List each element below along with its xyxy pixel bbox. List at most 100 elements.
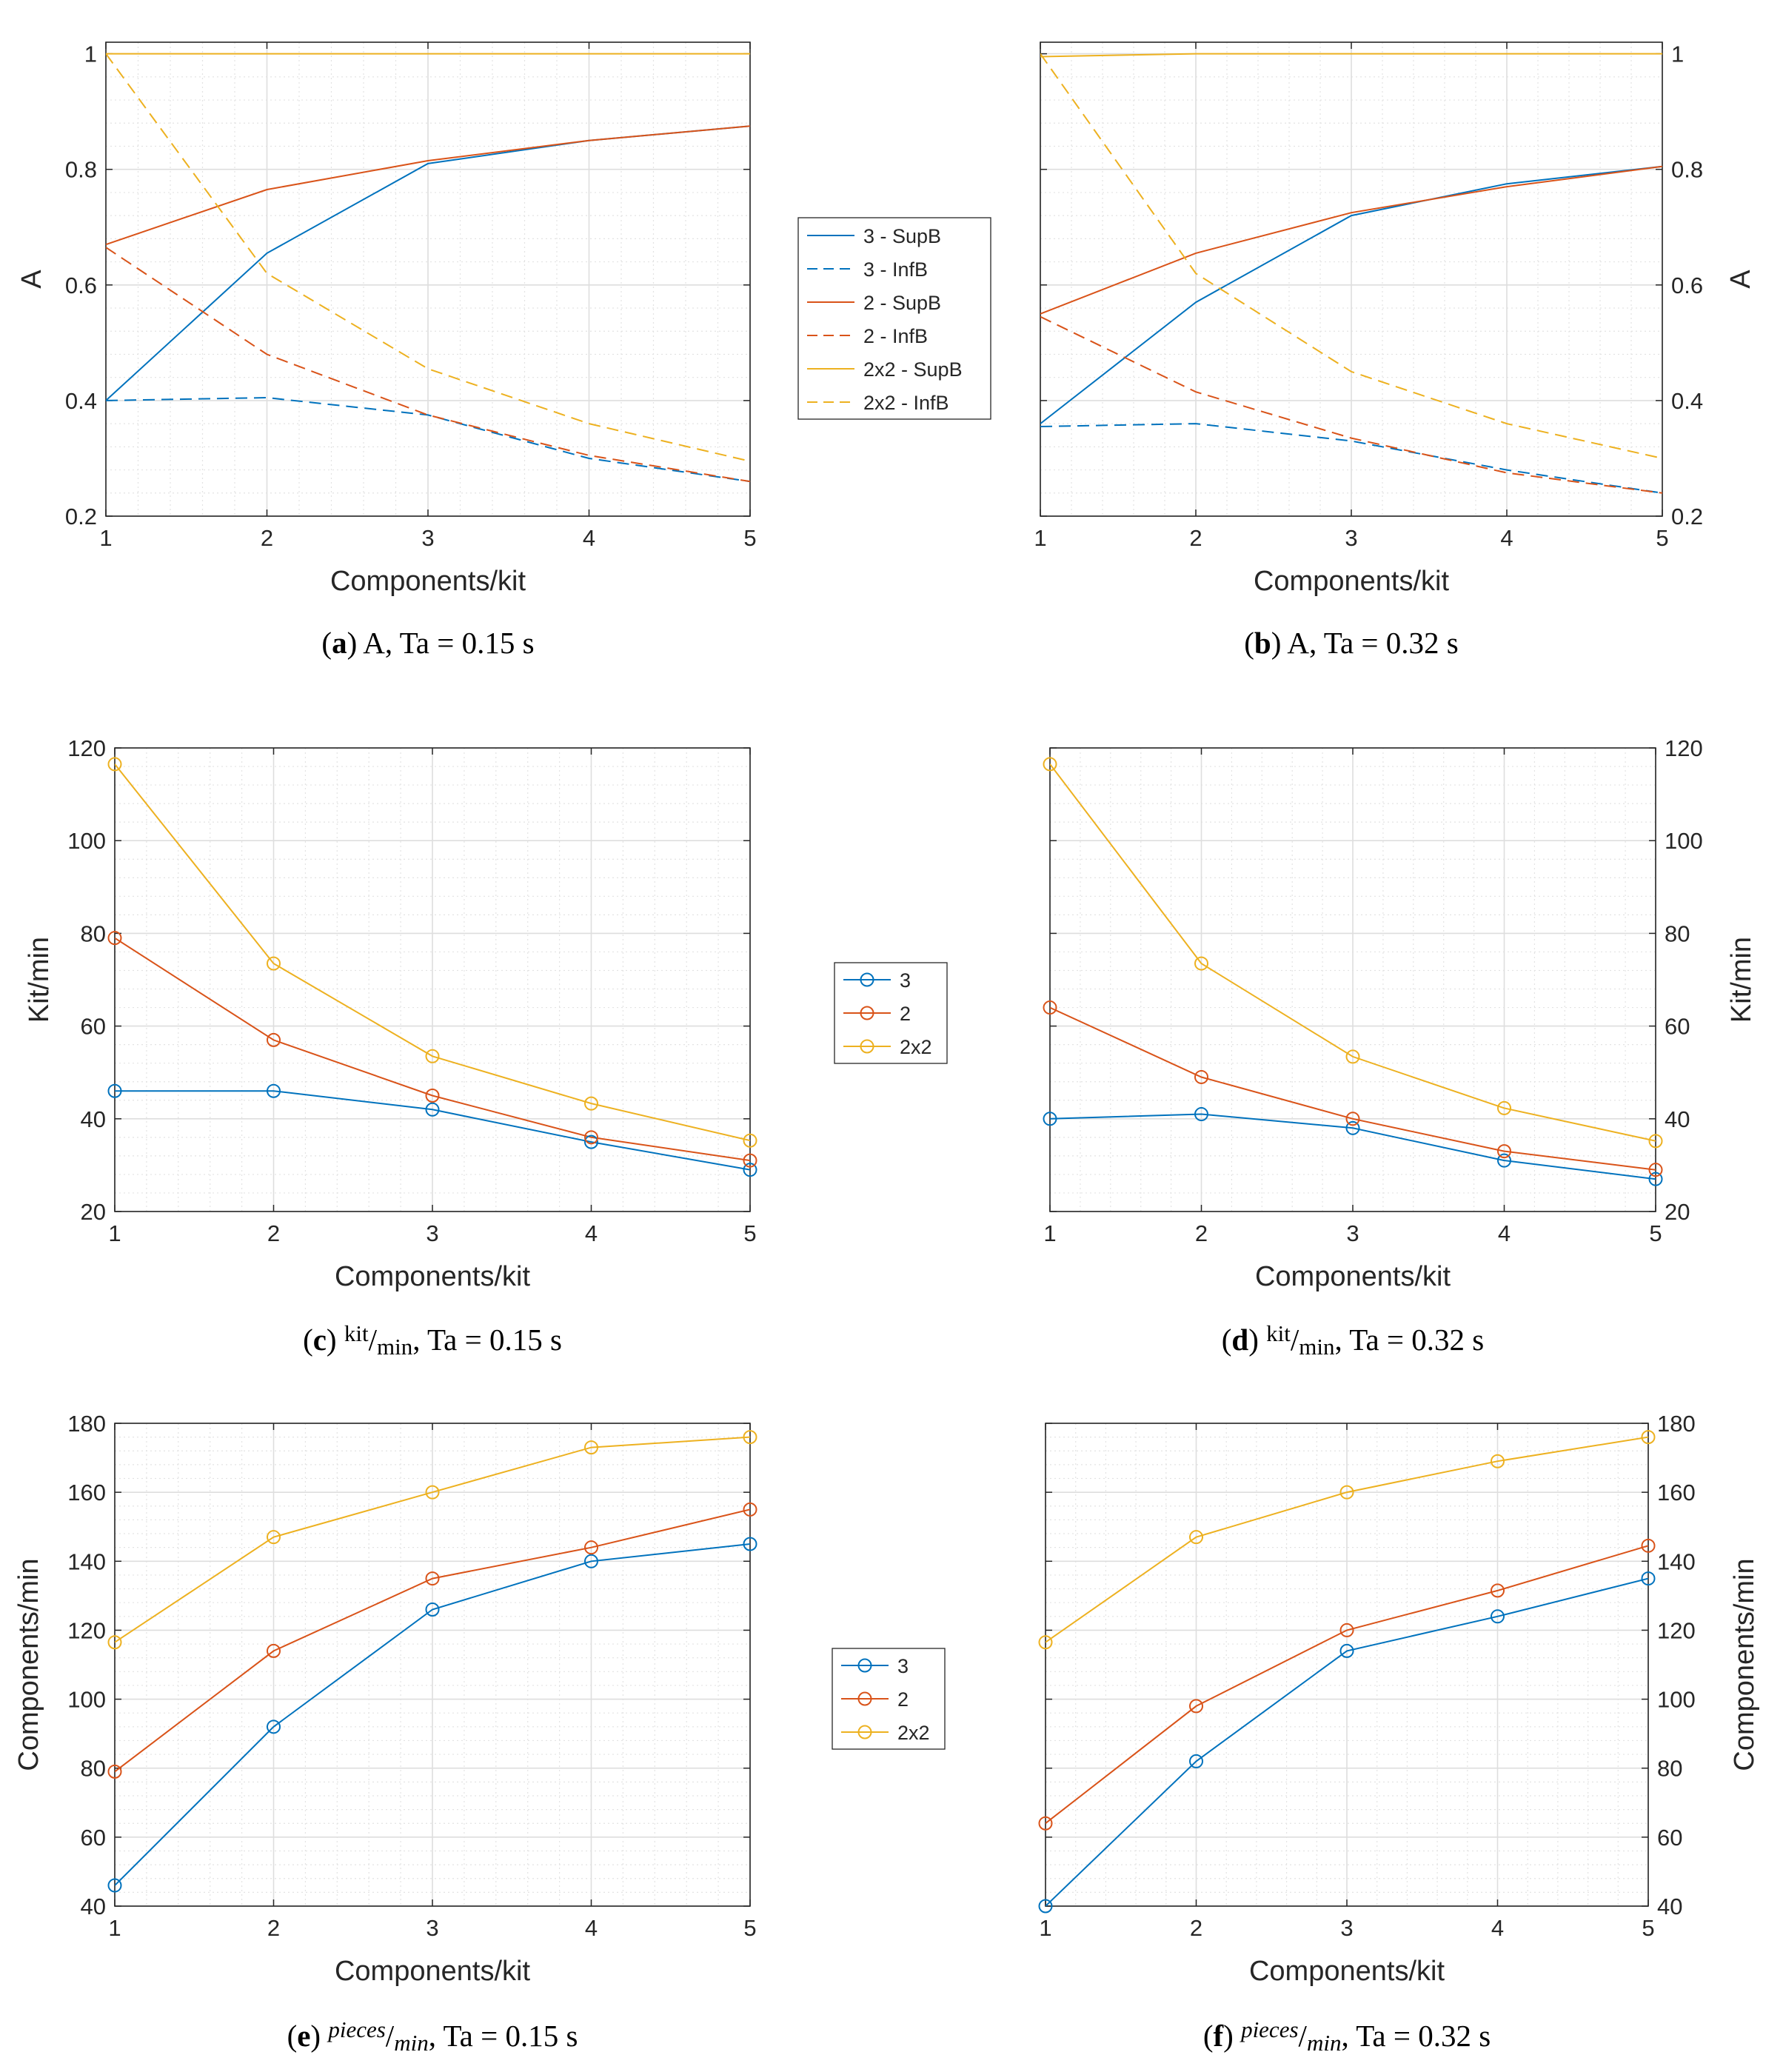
series-line-3 [1046,1577,1648,1906]
legend-label: 2x2 - InfB [863,392,949,414]
y-tick-label: 100 [67,1687,106,1713]
series-line-2 [115,1508,750,1773]
data-point [1189,1754,1203,1768]
series-line-3-supb [1040,165,1662,424]
series-line-2-supb [1040,165,1662,315]
data-point [1038,1816,1053,1831]
series-line-3 [115,1090,750,1171]
data-point [267,1530,281,1545]
caption-unit-denominator: min [1299,1334,1335,1360]
data-point [425,1602,440,1617]
x-tick-label: 1 [1039,1915,1051,1941]
data-point [584,1554,598,1568]
ticks: 1 2 3 4 5 0.2 0.4 0.6 0.8 1 [65,41,757,551]
series-group [115,1436,750,1886]
data-point [425,1102,440,1117]
y-tick-label: 140 [67,1548,106,1574]
data-point [1648,1172,1663,1186]
y-tick-label: 80 [1665,920,1690,946]
caption-unit-slash: / [1291,1323,1299,1357]
x-tick-label: 2 [1195,1220,1208,1246]
legend-label: 3 [897,1655,909,1677]
y-tick-label: 120 [67,735,106,761]
caption-unit-numerator: kit [344,1320,369,1346]
x-tick-label: 3 [1346,1220,1359,1246]
markers-group [107,1430,757,1893]
caption-unit-numerator: pieces [1240,2016,1298,2042]
x-tick-label: 3 [1340,1915,1353,1941]
data-point [1043,757,1057,772]
caption-unit-slash: / [386,2019,395,2053]
data-point [1339,1643,1354,1658]
series-line-3-infb [1040,423,1662,494]
y-tick-label: 1 [1671,41,1684,67]
markers-group [107,757,757,1177]
caption-unit-denominator: min [1307,2030,1342,2056]
caption: (a) A, Ta = 0.15 s [321,626,534,660]
y-tick-label: 60 [1657,1825,1682,1851]
y-tick-label: 80 [1657,1756,1682,1782]
data-point [1339,1485,1354,1500]
y-tick-label: 60 [81,1825,106,1851]
series-line-3-infb [106,396,750,483]
data-point [1038,1899,1053,1914]
caption: (d) kit/min, Ta = 0.32 s [1222,1320,1484,1360]
y-tick-label: 0.4 [1671,388,1703,414]
y-tick-label: 40 [81,1106,106,1132]
data-point [425,1485,440,1500]
caption-unit-numerator: pieces [327,2016,385,2042]
chart-e: 1 2 3 4 5 40 60 80 100 120 140 160 180 Components/kit… [13,1411,946,2056]
caption-text: A, Ta = 0.32 s [1287,626,1458,660]
data-point [1641,1430,1656,1445]
x-axis-label: Components/kit [1255,1261,1451,1292]
caption: (c) kit/min, Ta = 0.15 s [303,1320,562,1360]
x-tick-label: 2 [261,525,273,551]
caption-unit-slash: / [369,1323,378,1357]
caption: (b) A, Ta = 0.32 s [1244,626,1458,660]
x-tick-label: 5 [1656,525,1668,551]
caption-label: d [1231,1323,1248,1357]
x-axis-label: Components/kit [330,566,526,597]
series-line-2-supb [106,125,750,246]
data-point [1491,1609,1505,1624]
series-line-2x2-supb [1040,53,1662,58]
y-tick-label: 140 [1657,1548,1696,1574]
data-point [743,1537,757,1551]
legend: 3 2 2x2 [834,962,948,1064]
axes-frame [114,747,751,1212]
legend-marker [857,1658,872,1673]
y-tick-label: 40 [1665,1106,1690,1132]
caption-label: b [1254,626,1271,660]
x-tick-label: 4 [1491,1915,1504,1941]
chart-a: 1 2 3 4 5 0.2 0.4 0.6 0.8 1 Components/kit A 3 - Sup… [16,41,991,660]
caption: (e) pieces/min, Ta = 0.15 s [287,2016,578,2056]
axes-frame [114,1423,751,1907]
data-point [1189,1530,1203,1545]
data-point [584,1130,598,1145]
chart-c: 1 2 3 4 5 20 40 60 80 100 120 Components/kit Kit/min… [24,735,948,1360]
data-point [1491,1583,1505,1598]
ticks: 1 2 3 4 5 20 40 60 80 100 120 [67,735,756,1246]
x-axis-label: Components/kit [1254,566,1449,597]
caption-close: ) [1223,2019,1241,2053]
caption-unit-denominator: min [394,2030,429,2056]
axes-frame [1049,747,1656,1212]
grid [1040,42,1663,517]
x-tick-label: 1 [1034,525,1046,551]
x-tick-label: 2 [267,1220,280,1246]
markers-group [1043,757,1663,1186]
x-tick-label: 4 [583,525,595,551]
y-tick-label: 160 [67,1480,106,1505]
series-line-2x2-infb [1040,53,1662,459]
data-point [1194,956,1208,971]
y-axis-label: Kit/min [24,937,55,1023]
caption: (f) pieces/min, Ta = 0.32 s [1203,2016,1491,2056]
y-tick-label: 100 [67,828,106,854]
caption-text: , Ta = 0.15 s [412,1323,562,1357]
y-axis-label: Components/min [13,1558,44,1771]
x-axis-label: Components/kit [335,1261,530,1292]
chart-f: 1 2 3 4 540 60 80 100 120 140 160 180 Components/kit… [1038,1411,1760,2056]
y-tick-label: 1 [84,41,97,67]
y-tick-label: 180 [67,1411,106,1437]
x-tick-label: 5 [1649,1220,1662,1246]
